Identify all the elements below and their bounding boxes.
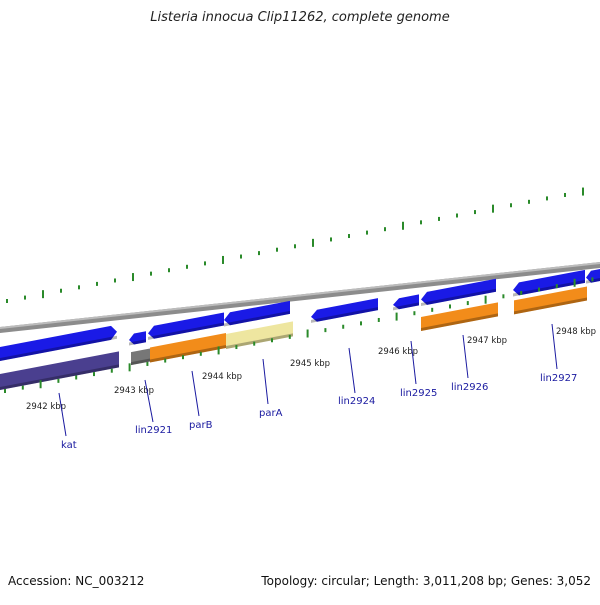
gene-next-body xyxy=(586,269,600,283)
gene-label: lin2924 xyxy=(338,396,375,407)
gene-label: lin2926 xyxy=(451,382,488,393)
gene-kat xyxy=(0,325,117,361)
gene-lin2921-body xyxy=(129,331,146,345)
gene-parB-body xyxy=(148,312,224,339)
scale-labels: 2942 kbp 2943 kbp 2944 kbp 2945 kbp 2946 kbp… xyxy=(26,327,596,412)
gene-label: parB xyxy=(189,420,213,431)
gene-parA-shade xyxy=(224,310,290,327)
gene-leader-line xyxy=(551,323,558,370)
gene-label: lin2921 xyxy=(135,425,172,436)
gene-label: lin2925 xyxy=(400,388,437,399)
feature-tracks xyxy=(0,269,600,390)
gene-leader-line xyxy=(410,340,417,385)
feature-kat-cds xyxy=(0,351,119,390)
gene-leader-line xyxy=(191,370,200,417)
gene-lin2925-shade xyxy=(393,302,419,311)
scale-label: 2943 kbp xyxy=(114,386,154,396)
gene-label: kat xyxy=(61,440,77,451)
scale-label: 2944 kbp xyxy=(202,372,242,382)
gene-lin2924 xyxy=(311,298,378,323)
scale-label: 2947 kbp xyxy=(467,336,507,346)
gene-leader-line xyxy=(348,347,356,394)
scale-label: 2946 kbp xyxy=(378,347,418,357)
feature-lin2921-cds-body xyxy=(131,348,150,366)
feature-lin2921-cds-shade xyxy=(131,358,150,366)
gene-lin2925-body xyxy=(393,294,419,310)
feature-lin2927-cds xyxy=(514,286,587,315)
genome-summary-text: Topology: circular; Length: 3,011,208 bp… xyxy=(261,574,591,588)
gene-leader-line xyxy=(144,379,154,423)
map-title: Listeria innocua Clip11262, complete gen… xyxy=(150,10,450,25)
feature-parA-cds-body xyxy=(226,321,293,350)
scale-tick-row xyxy=(4,277,594,393)
gene-lin2927-body xyxy=(513,269,585,296)
gene-lin2926 xyxy=(421,278,496,307)
feature-parB-cds-shade xyxy=(150,345,226,363)
gene-parB-shade xyxy=(148,322,224,340)
gene-lin2924-body xyxy=(311,298,378,322)
feature-parA-cds-shade xyxy=(226,333,293,350)
gene-lin2924-shade xyxy=(311,307,378,323)
scale-label: 2942 kbp xyxy=(26,402,66,412)
gene-next xyxy=(586,269,600,284)
gene-label: lin2927 xyxy=(540,373,577,384)
feature-lin2921-cds xyxy=(131,348,150,366)
scale-label: 2945 kbp xyxy=(290,359,330,369)
gene-lin2926-shade xyxy=(421,288,496,307)
gene-parA xyxy=(224,300,290,327)
feature-kat-cds-body xyxy=(0,351,119,390)
gene-parB xyxy=(148,312,224,340)
gene-leader-line xyxy=(462,334,469,379)
feature-parA-cds xyxy=(226,321,293,350)
gene-lin2921-shade xyxy=(129,339,146,346)
gene-lin2926-body xyxy=(421,278,496,305)
feature-lin2927-cds-shade xyxy=(514,297,587,315)
feature-lin2926-cds xyxy=(421,302,498,332)
backbone-highlight xyxy=(0,262,600,329)
gene-leader-line xyxy=(58,392,67,437)
gene-label: parA xyxy=(259,408,283,419)
gene-lin2927-shade xyxy=(513,279,585,297)
gene-lin2925 xyxy=(393,294,419,311)
feature-parB-cds xyxy=(150,333,226,363)
scale-label: 2948 kbp xyxy=(556,327,596,337)
gene-kat-body xyxy=(0,325,117,361)
accession-text: Accession: NC_003212 xyxy=(8,574,145,588)
gene-lin2921 xyxy=(129,331,146,346)
gene-leader-line xyxy=(262,358,269,405)
gene-labels: kat lin2921 parB parA lin2924 lin2925 lin2926 l… xyxy=(58,323,577,451)
feature-lin2926-cds-shade xyxy=(421,313,498,332)
feature-kat-cds-shade xyxy=(0,364,119,390)
feature-lin2926-cds-body xyxy=(421,302,498,332)
gene-parA-body xyxy=(224,300,290,326)
upper-tick-row xyxy=(6,187,584,303)
feature-lin2927-cds-body xyxy=(514,286,587,315)
gene-kat-shade xyxy=(0,335,117,361)
feature-parB-cds-body xyxy=(150,333,226,363)
genome-backbone xyxy=(0,262,600,333)
gene-lin2927 xyxy=(513,269,585,297)
